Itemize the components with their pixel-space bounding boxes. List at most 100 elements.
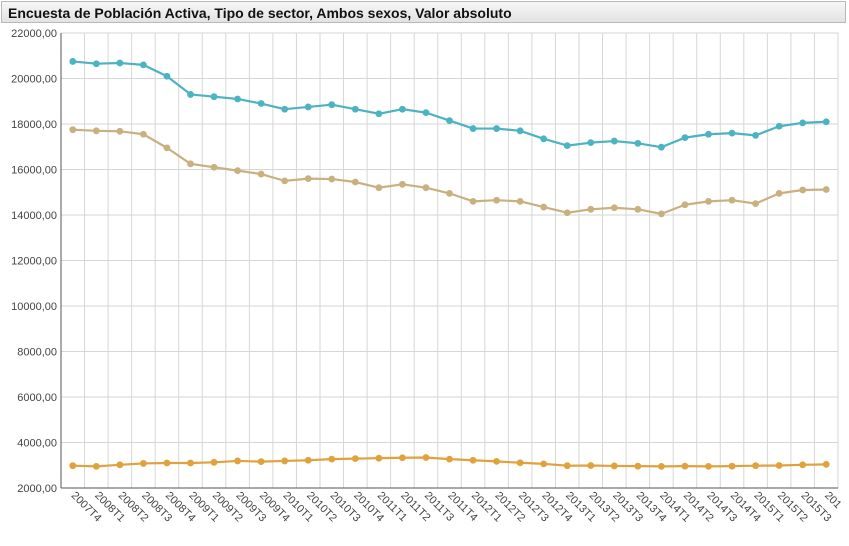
data-point [493,457,500,465]
data-point [375,184,383,192]
y-tick-label: 18000,00 [11,119,57,131]
data-point [822,460,830,468]
data-point [658,143,665,151]
data-point [187,459,194,467]
data-point [658,210,665,218]
data-point [705,462,712,470]
data-point [257,458,265,466]
data-point [257,100,265,107]
data-point [69,126,77,134]
y-tick-label: 10000,00 [11,301,57,313]
data-point [92,462,100,470]
data-point [705,130,712,138]
data-point [234,167,241,175]
data-point [469,456,477,464]
data-point [516,459,524,467]
data-point [210,458,218,466]
data-point [587,462,595,469]
data-point [69,462,77,470]
data-point [540,203,548,211]
data-point [681,462,689,470]
data-point [516,127,524,135]
data-point [775,462,783,469]
data-point [681,201,689,209]
data-point [351,178,359,186]
data-point [446,117,453,124]
data-point [351,455,359,463]
data-point [328,101,336,109]
data-point [375,110,383,118]
y-tick-label: 16000,00 [11,165,57,177]
data-point [469,125,477,132]
data-point [187,91,194,98]
data-point [304,103,312,111]
data-point [210,163,218,171]
data-point [422,454,430,461]
data-point [587,139,595,147]
data-point [775,189,783,197]
data-point [281,177,289,185]
data-point [399,180,406,188]
data-point [658,462,665,470]
y-tick-label: 6000,00 [17,392,57,404]
data-point [728,129,736,137]
data-point [634,139,642,147]
data-point [281,457,289,465]
data-point [163,459,171,467]
series-line-2 [72,128,827,215]
y-tick-label: 12000,00 [11,256,57,268]
data-point [328,175,336,183]
data-point [516,197,524,205]
data-point [328,455,336,463]
data-point [163,144,171,152]
chart-title: Encuesta de Población Activa, Tipo de se… [8,5,512,21]
data-point [446,455,453,463]
data-point [140,460,147,467]
data-point [563,209,571,217]
data-point [822,118,830,126]
data-point [540,460,548,468]
y-tick-label: 20000,00 [11,74,57,86]
data-point [69,58,77,65]
data-point [775,122,783,130]
data-point [493,125,500,132]
y-tick-label: 14000,00 [11,210,57,222]
y-tick-label: 22000,00 [11,28,57,40]
data-point [399,105,406,113]
data-point [234,457,241,465]
data-point [422,109,430,117]
data-point [634,205,642,213]
data-point [187,160,194,168]
data-point [140,130,147,138]
data-point [234,95,241,103]
data-point [92,127,100,135]
chart-title-bar: Encuesta de Población Activa, Tipo de se… [1,1,846,23]
data-point [728,196,736,204]
data-point [304,456,312,464]
data-point [140,61,147,69]
data-point [752,200,759,208]
data-point [587,205,595,213]
data-point [446,189,453,197]
data-point [799,186,807,194]
data-point [610,462,618,470]
data-point [351,105,359,113]
y-tick-label: 2000,00 [17,483,57,495]
data-point [799,461,807,469]
data-point [210,93,218,101]
data-point [752,131,759,139]
data-point [610,204,618,212]
data-point [799,119,807,127]
data-point [116,127,124,135]
y-tick-label: 4000,00 [17,438,57,450]
data-point [304,175,312,183]
series-line-1 [72,60,827,149]
data-point [163,72,171,80]
data-point [610,137,618,145]
data-point [634,462,642,470]
data-point [375,454,383,462]
data-point [257,170,265,178]
data-point [540,135,548,143]
y-tick-label: 8000,00 [17,347,57,359]
data-point [752,462,759,470]
